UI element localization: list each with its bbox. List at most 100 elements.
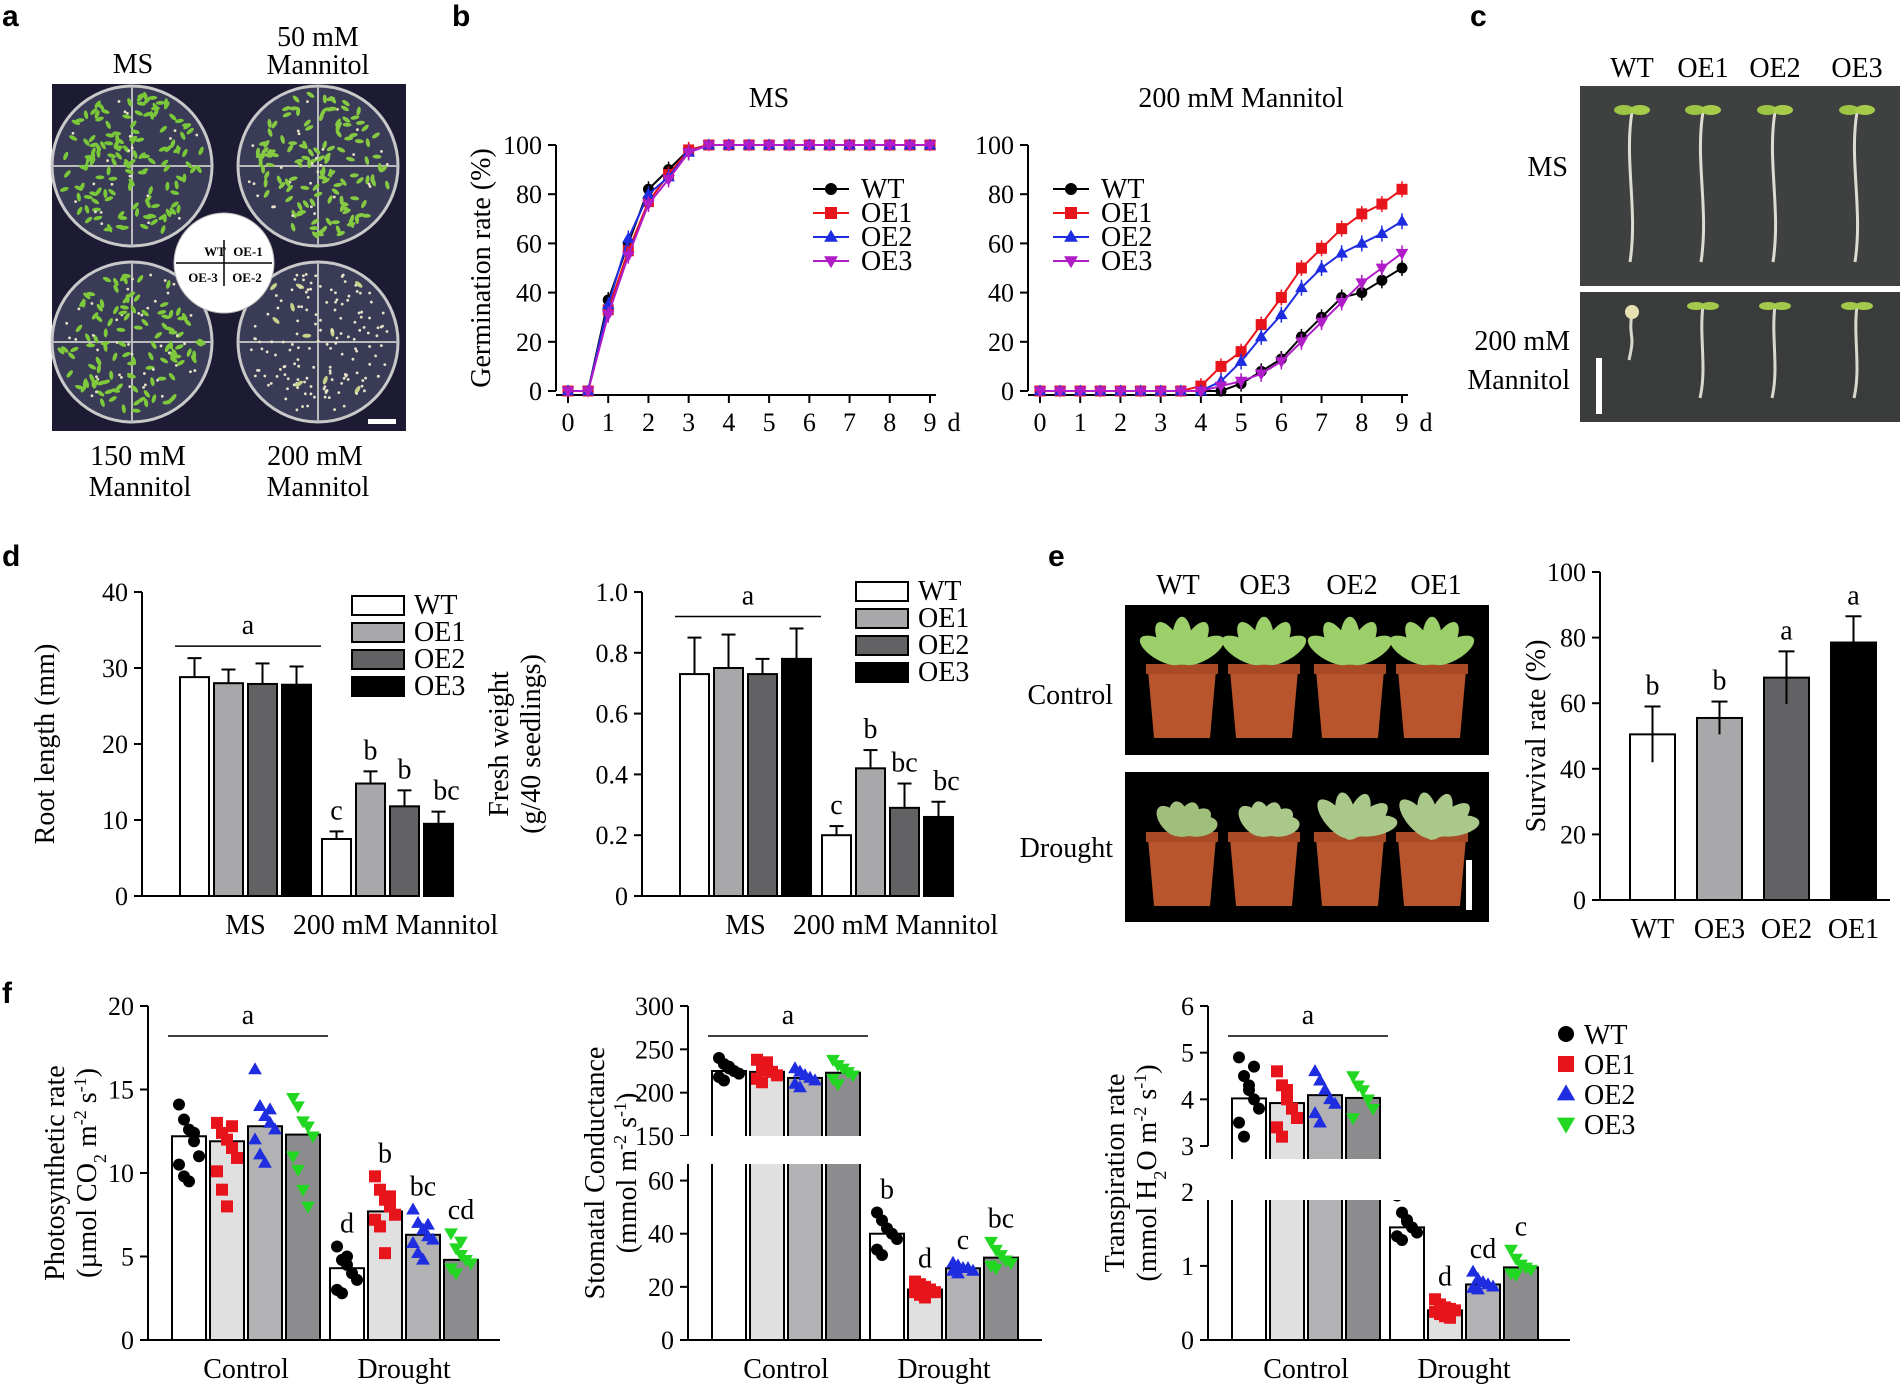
- seedling: [346, 222, 356, 227]
- data-point-oe1: [1295, 262, 1307, 274]
- seedling: [307, 148, 314, 157]
- seedling: [340, 178, 347, 186]
- data-point-oe2: [1295, 281, 1308, 293]
- legend-marker-oe1: [1558, 1056, 1574, 1072]
- y-tick-label: 1.0: [596, 578, 629, 607]
- seedling: [344, 136, 354, 141]
- seedling: [152, 102, 159, 111]
- seed: [297, 305, 301, 308]
- legend-marker: [1065, 183, 1077, 195]
- seedling: [75, 324, 83, 333]
- seedling: [180, 131, 186, 140]
- label-part: ): [1132, 1064, 1163, 1073]
- seedling: [276, 175, 282, 185]
- seedling: [175, 344, 184, 350]
- seedling: [83, 110, 89, 120]
- seed: [381, 324, 384, 328]
- seed: [314, 322, 317, 326]
- data-point-oe1: [1396, 183, 1408, 195]
- data-point-oe1: [369, 1170, 381, 1183]
- seedling: [270, 283, 278, 291]
- seedling: [95, 143, 102, 152]
- seed: [342, 376, 346, 380]
- seedling: [108, 188, 116, 196]
- seedling: [267, 128, 273, 137]
- scale-bar-e: [1466, 860, 1472, 910]
- x-tick-label: 2: [642, 408, 655, 437]
- cotyledon: [1841, 302, 1859, 310]
- seedling: [340, 105, 349, 112]
- data-point-oe1: [1235, 346, 1247, 358]
- cotyledon: [1759, 302, 1777, 310]
- seedling: [350, 115, 360, 120]
- bar-oe3: [1345, 1096, 1381, 1342]
- data-point-oe2: [1313, 1073, 1327, 1086]
- data-point-oe3: [1335, 298, 1348, 310]
- seedling: [63, 151, 69, 161]
- seed: [274, 294, 278, 297]
- seedling: [364, 156, 370, 165]
- seed: [296, 358, 300, 362]
- seedling: [113, 284, 119, 293]
- seedling-root: [1627, 311, 1634, 361]
- seedling: [267, 148, 272, 158]
- seed: [258, 340, 261, 344]
- seedling: [79, 299, 86, 307]
- seedling: [157, 310, 167, 315]
- seed: [265, 350, 269, 354]
- seedling: [112, 352, 118, 362]
- seed: [189, 313, 193, 317]
- seedling: [157, 376, 167, 381]
- seedling: [100, 341, 110, 346]
- seedling: [138, 152, 146, 160]
- seedling: [323, 152, 331, 160]
- seed: [367, 182, 371, 186]
- label-part: s: [72, 1092, 103, 1110]
- seedling: [365, 138, 371, 148]
- seed: [346, 298, 350, 302]
- cotyledon: [1687, 302, 1705, 310]
- seedling: [147, 157, 156, 165]
- seedling: [288, 176, 298, 181]
- seed: [160, 394, 164, 398]
- data-point-wt: [1248, 1093, 1260, 1106]
- seedling: [114, 145, 124, 150]
- seedling: [174, 118, 184, 124]
- seedling: [141, 309, 149, 317]
- seedling: [322, 375, 328, 385]
- seedling: [284, 178, 291, 187]
- seedling: [311, 218, 319, 225]
- seedling: [84, 216, 93, 224]
- seedling: [150, 219, 158, 226]
- seedling: [127, 291, 136, 298]
- chart-title: 200 mM Mannitol: [1138, 83, 1344, 114]
- plate-label-200: 200 mM: [267, 441, 363, 472]
- cotyledon: [1757, 105, 1777, 115]
- legend-marker-oe3: [1556, 1117, 1576, 1134]
- data-point-oe1: [389, 1208, 401, 1221]
- plate-label-150: 150 mM: [90, 441, 186, 472]
- seedling-root: [1852, 111, 1860, 263]
- panel-letter-a: a: [2, 0, 19, 33]
- seed: [149, 273, 153, 277]
- seedling: [88, 363, 97, 370]
- seedling: [141, 318, 149, 327]
- seed: [290, 343, 294, 346]
- data-point-oe1: [1255, 319, 1267, 331]
- seedling: [86, 343, 96, 348]
- seedling: [264, 171, 270, 180]
- seedling: [143, 398, 149, 408]
- seedling: [103, 328, 108, 338]
- legend-label: OE3: [414, 671, 465, 702]
- seed: [115, 318, 119, 322]
- label-part: (mmol m: [612, 1150, 643, 1254]
- seed: [295, 408, 299, 412]
- panel-letter-b: b: [452, 0, 470, 33]
- seed: [130, 352, 134, 356]
- seedling: [67, 352, 76, 360]
- seed: [377, 374, 380, 378]
- data-point-oe3: [622, 251, 635, 263]
- seedling: [298, 144, 308, 149]
- y-tick-label: 100: [975, 131, 1014, 160]
- data-point-oe3: [989, 1263, 1003, 1276]
